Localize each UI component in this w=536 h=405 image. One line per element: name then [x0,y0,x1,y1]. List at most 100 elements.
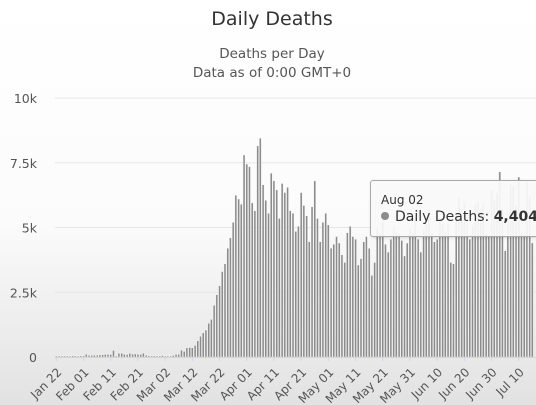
y-tick-label: 5k [22,221,38,236]
bar [76,355,80,358]
bar [223,263,227,358]
bar [104,354,107,358]
bar [452,263,455,358]
bar [351,236,354,358]
chart-subtitle-line1: Deaths per Day [219,46,325,62]
bar [419,251,422,358]
bar [444,231,447,358]
bar [433,241,436,358]
bar [161,355,164,358]
bar [71,355,74,358]
bar [400,240,403,358]
bar [117,353,121,358]
bar [368,248,371,358]
bar [147,355,150,358]
bar [128,353,131,358]
bar [324,213,327,358]
bar [85,354,88,358]
bar [68,355,72,358]
bar [106,354,110,358]
bar [166,355,170,358]
bar [471,226,474,358]
bar [305,215,308,358]
tooltip: Aug 02 Daily Deaths: 4,404 [370,180,536,237]
bar [267,213,270,358]
tooltip-date: Aug 02 [381,193,424,207]
bar [120,353,123,358]
bar [193,345,197,358]
bar [229,237,232,358]
bar [96,355,99,358]
bar [136,354,140,358]
bar [373,262,376,358]
bar [234,194,238,358]
bar [245,163,248,358]
bar [210,319,213,358]
bar [139,354,142,358]
bar [155,355,159,358]
bar [286,187,289,358]
bar [212,305,216,358]
bar [93,354,96,358]
bar [196,340,199,358]
bar [422,228,425,358]
bar [101,354,104,358]
bar [329,248,333,358]
bar [316,218,319,358]
bar [150,355,153,358]
bar [55,355,58,358]
tooltip-series-dot [381,212,389,220]
bar [164,355,167,358]
bar [430,232,433,358]
bar [397,233,401,358]
bar [172,355,175,358]
bar [446,223,450,358]
bar [270,172,273,358]
bar [261,184,265,358]
bar [275,189,278,358]
bar [376,228,379,358]
bar [218,285,221,358]
bar [348,226,352,358]
bar [66,355,69,358]
bar [504,250,507,358]
chart-subtitle-line2: Data as of 0:00 GMT+0 [193,65,351,81]
bar [297,226,300,358]
bar [278,218,281,358]
bar [60,355,63,358]
bar [319,241,322,358]
bar [242,154,246,358]
bar [82,355,85,358]
bar [300,192,303,358]
bar [441,223,444,358]
bar [465,220,469,358]
bar [321,222,325,358]
bar [177,354,180,358]
bar [253,210,257,358]
chart-title: Daily Deaths [211,8,332,30]
bar [123,354,126,358]
bar [438,218,442,358]
bar [411,232,414,358]
bar [354,238,357,358]
y-axis: 0 2.5k 5k 7.5k 10k [10,91,38,365]
bar [291,213,295,358]
y-tick-label: 7.5k [10,156,38,171]
bar [215,294,218,358]
bar [487,236,490,358]
bar [392,226,395,358]
bar [408,227,412,358]
bar [207,323,210,358]
y-tick-label: 10k [14,91,38,106]
bar [264,200,267,358]
y-tick-label: 2.5k [10,285,38,300]
bar [389,238,393,358]
bar [232,222,235,358]
bar [416,238,420,358]
bar [357,264,360,358]
bar [199,336,202,358]
bar [90,355,93,358]
bar [346,232,349,358]
bar [381,220,384,358]
bar [531,242,534,358]
